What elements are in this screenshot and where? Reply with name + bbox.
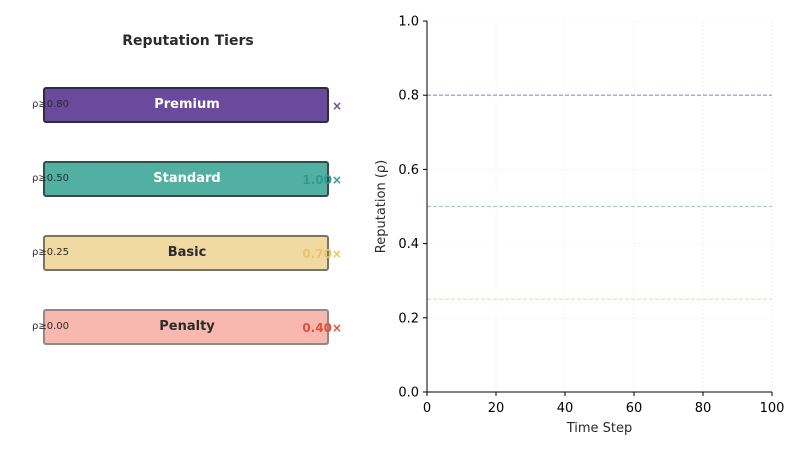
x-tick-label: 60 xyxy=(626,401,643,416)
y-tick-label: 0.6 xyxy=(398,163,419,178)
tier-row-penalty: ρ≥0.00 Penalty 0.40× xyxy=(0,308,380,348)
y-tick-label: 0.4 xyxy=(398,237,419,252)
x-tick-label: 0 xyxy=(423,401,431,416)
tier-threshold: ρ≥0.25 xyxy=(32,247,69,258)
tier-label: Penalty xyxy=(159,319,215,334)
y-tick-label: 0.8 xyxy=(398,89,419,104)
tier-box xyxy=(43,309,329,345)
x-tick-label: 80 xyxy=(695,401,712,416)
tier-row-standard: ρ≥0.50 Standard 1.00× xyxy=(0,160,380,200)
x-tick-label: 20 xyxy=(488,401,505,416)
tier-label: Premium xyxy=(154,97,220,112)
y-tick-label: 0.2 xyxy=(398,311,419,326)
tier-multiplier: 0.40× xyxy=(302,321,342,335)
tier-row-premium: ρ≥0.80 Premium × xyxy=(0,86,380,126)
tier-label: Basic xyxy=(167,245,207,260)
tier-multiplier: 1.00× xyxy=(302,173,342,187)
tier-box xyxy=(43,235,329,271)
tier-row-basic: ρ≥0.25 Basic 0.70× xyxy=(0,234,380,274)
tier-threshold: ρ≥0.50 xyxy=(32,173,69,184)
reputation-chart: 0 20 40 60 80 100 0.0 0.2 0.4 0.6 0.8 1.0 Time Step… xyxy=(374,15,784,437)
y-axis-label: Reputation (ρ) xyxy=(374,160,389,253)
tier-threshold: ρ≥0.00 xyxy=(32,321,69,332)
axes xyxy=(426,21,772,393)
tier-threshold: ρ≥0.80 xyxy=(32,99,69,110)
x-tick-label: 40 xyxy=(557,401,574,416)
y-tick-label: 0.0 xyxy=(398,386,419,401)
tier-multiplier: 0.70× xyxy=(302,247,342,261)
x-tick-label: 100 xyxy=(760,401,785,416)
tier-box xyxy=(43,87,329,123)
tier-multiplier: × xyxy=(331,99,342,113)
y-tick-label: 1.0 xyxy=(398,15,419,30)
tier-panel: Reputation Tiers ρ≥0.80 Premium × ρ≥0.50 Sta… xyxy=(0,0,380,450)
x-axis-label: Time Step xyxy=(566,421,633,436)
tier-box xyxy=(43,161,329,197)
reference-lines xyxy=(427,94,772,300)
tier-label: Standard xyxy=(153,171,221,186)
panel-title: Reputation Tiers xyxy=(122,33,254,49)
ticks: 0 20 40 60 80 100 0.0 0.2 0.4 0.6 0.8 1.0 xyxy=(398,15,784,417)
